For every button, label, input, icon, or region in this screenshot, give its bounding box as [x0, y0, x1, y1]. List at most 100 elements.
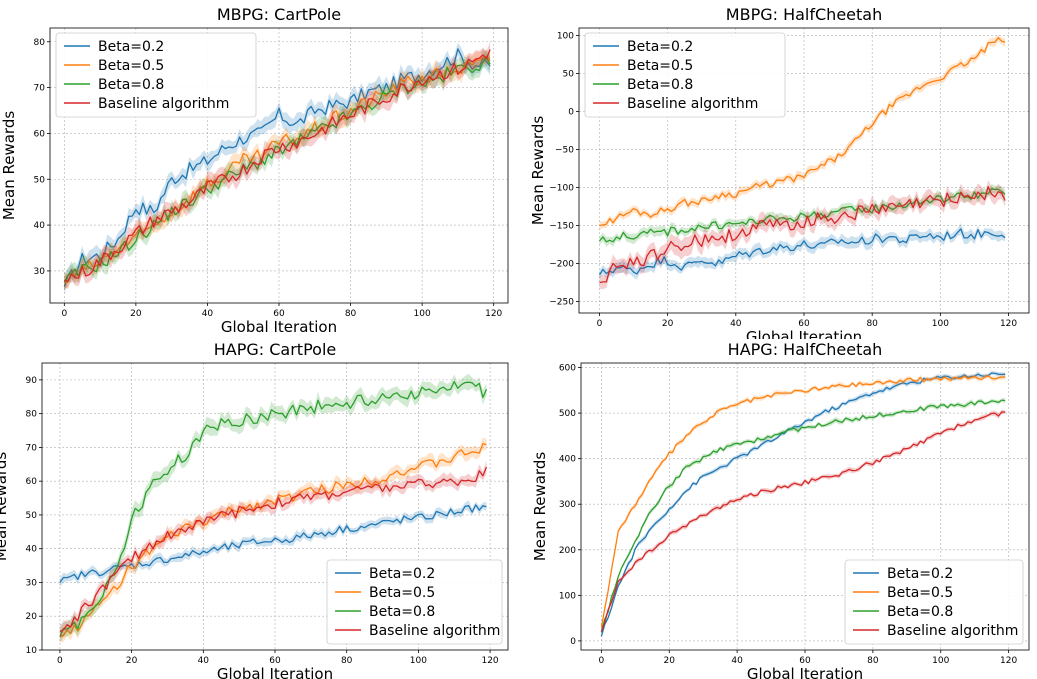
- legend-entry: Beta=0.5: [627, 58, 693, 74]
- legend-entry: Beta=0.8: [369, 604, 435, 620]
- series-line: [59, 504, 487, 583]
- legend-entry: Baseline algorithm: [887, 623, 1018, 639]
- chart-svg: 0 20 40 60 80 100 120 10 20 30 40 50 60 70 80 90 HAPG: C…: [0, 340, 509, 679]
- legend-entry: Beta=0.8: [98, 77, 164, 93]
- legend-entry: Baseline algorithm: [98, 96, 229, 112]
- y-tick-label: 70: [26, 443, 38, 453]
- series-line: [599, 37, 1006, 227]
- x-axis-label: Global Iteration: [747, 665, 863, 679]
- legend: Beta=0.2 Beta=0.5 Beta=0.8 Baseline algorit…: [326, 559, 503, 645]
- y-tick-label: 100: [557, 32, 574, 42]
- series-band: [64, 50, 491, 289]
- series-line: [59, 466, 488, 632]
- y-axis-label: Mean Rewards: [0, 111, 18, 220]
- legend: Beta=0.2 Beta=0.5 Beta=0.8 Baseline algorit…: [584, 32, 786, 118]
- x-axis-label: Global Iteration: [221, 318, 337, 336]
- chart-title: HAPG: CartPole: [214, 340, 336, 359]
- chart-title: MBPG: HalfCheetah: [726, 5, 882, 24]
- y-tick-label: 50: [26, 511, 38, 521]
- chart-svg: 0 20 40 60 80 100 120 30 40 50 60 70 80 MBPG: CartPol…: [0, 5, 509, 336]
- grid: [42, 363, 508, 651]
- series-band: [64, 41, 491, 289]
- y-tick-label: 0: [568, 108, 574, 118]
- y-tick-label: 60: [34, 129, 46, 139]
- y-tick-label: 30: [34, 267, 46, 277]
- x-tick-label: 80: [345, 309, 357, 319]
- y-tick-label: 400: [559, 455, 576, 465]
- legend-entry: Beta=0.5: [98, 58, 164, 74]
- series-band: [59, 437, 487, 643]
- y-tick-label: 40: [26, 545, 38, 555]
- x-tick-label: 100: [410, 656, 427, 666]
- series-line: [64, 55, 491, 284]
- x-tick-label: 40: [198, 656, 210, 666]
- series-line: [64, 49, 491, 283]
- y-tick-label: −200: [549, 260, 574, 270]
- x-tick-label: 20: [664, 656, 676, 666]
- y-tick-label: 300: [559, 500, 576, 510]
- x-tick-label: 60: [799, 656, 811, 666]
- y-tick-label: −250: [549, 298, 574, 308]
- series-line: [599, 188, 1006, 243]
- chart-title: MBPG: CartPole: [217, 5, 341, 24]
- legend-entry: Beta=0.2: [887, 566, 953, 582]
- series-line: [600, 372, 1006, 637]
- x-tick-label: 0: [598, 656, 604, 666]
- x-tick-label: 120: [481, 656, 498, 666]
- y-tick-label: 50: [563, 70, 575, 80]
- y-axis-label: Mean Rewards: [531, 452, 549, 561]
- series-line: [63, 48, 491, 288]
- series-line: [600, 411, 1006, 633]
- x-tick-label: 0: [597, 319, 603, 329]
- chart-title: HAPG: HalfCheetah: [728, 340, 883, 359]
- legend-box: [55, 32, 257, 118]
- legend-box: [584, 32, 786, 118]
- series-band: [601, 370, 1006, 639]
- x-tick-label: 120: [485, 309, 502, 319]
- x-tick-label: 60: [273, 309, 285, 319]
- chart-svg: 0 20 40 60 80 100 120 −250 −200 −150 −100 −50 0 50 100…: [529, 5, 1030, 339]
- series-line: [59, 442, 487, 638]
- y-tick-label: 500: [559, 409, 576, 419]
- series-band: [599, 184, 1006, 247]
- x-tick-label: 80: [867, 656, 879, 666]
- y-tick-label: 100: [559, 591, 576, 601]
- series-line: [598, 228, 1006, 276]
- x-tick-label: 40: [731, 656, 743, 666]
- panel-mbpg-halfcheetah: 0 20 40 60 80 100 120 −250 −200 −150 −100 −50 0 50 100…: [519, 0, 1037, 339]
- y-tick-label: 30: [26, 578, 38, 588]
- y-tick-label: 50: [34, 175, 46, 185]
- y-tick-label: 40: [34, 221, 46, 231]
- y-tick-label: 70: [34, 84, 46, 94]
- panel-hapg-halfcheetah: 0 20 40 60 80 100 120 0 100 200 300 400 500 600 HAPG: …: [519, 340, 1037, 679]
- x-tick-label: 0: [61, 309, 67, 319]
- x-axis-label: Global Iteration: [746, 328, 862, 339]
- y-tick-label: 80: [26, 410, 38, 420]
- y-tick-label: 10: [26, 646, 38, 656]
- legend-entry: Baseline algorithm: [369, 623, 500, 639]
- legend-entry: Beta=0.2: [98, 39, 164, 55]
- x-tick-label: 0: [57, 656, 63, 666]
- x-tick-label: 120: [1000, 319, 1017, 329]
- x-tick-label: 40: [730, 319, 742, 329]
- y-tick-label: 600: [559, 364, 576, 374]
- legend: Beta=0.2 Beta=0.5 Beta=0.8 Baseline algorit…: [55, 32, 257, 118]
- legend-entry: Beta=0.2: [627, 39, 693, 55]
- y-tick-label: −50: [555, 146, 574, 156]
- x-tick-label: 100: [932, 656, 949, 666]
- x-tick-label: 20: [130, 309, 142, 319]
- legend-entry: Beta=0.2: [369, 566, 435, 582]
- x-tick-label: 20: [662, 319, 674, 329]
- series-line: [600, 375, 1006, 628]
- x-tick-label: 120: [1000, 656, 1017, 666]
- legend-entry: Beta=0.5: [369, 585, 435, 601]
- x-tick-label: 60: [269, 656, 281, 666]
- panel-mbpg-cartpole: 0 20 40 60 80 100 120 30 40 50 60 70 80 MBPG: CartPol…: [0, 0, 518, 339]
- x-tick-label: 20: [126, 656, 138, 666]
- x-tick-label: 100: [414, 309, 431, 319]
- legend-box: [326, 559, 503, 645]
- y-tick-label: 200: [559, 546, 576, 556]
- y-tick-label: −150: [549, 222, 574, 232]
- legend-entry: Baseline algorithm: [627, 96, 758, 112]
